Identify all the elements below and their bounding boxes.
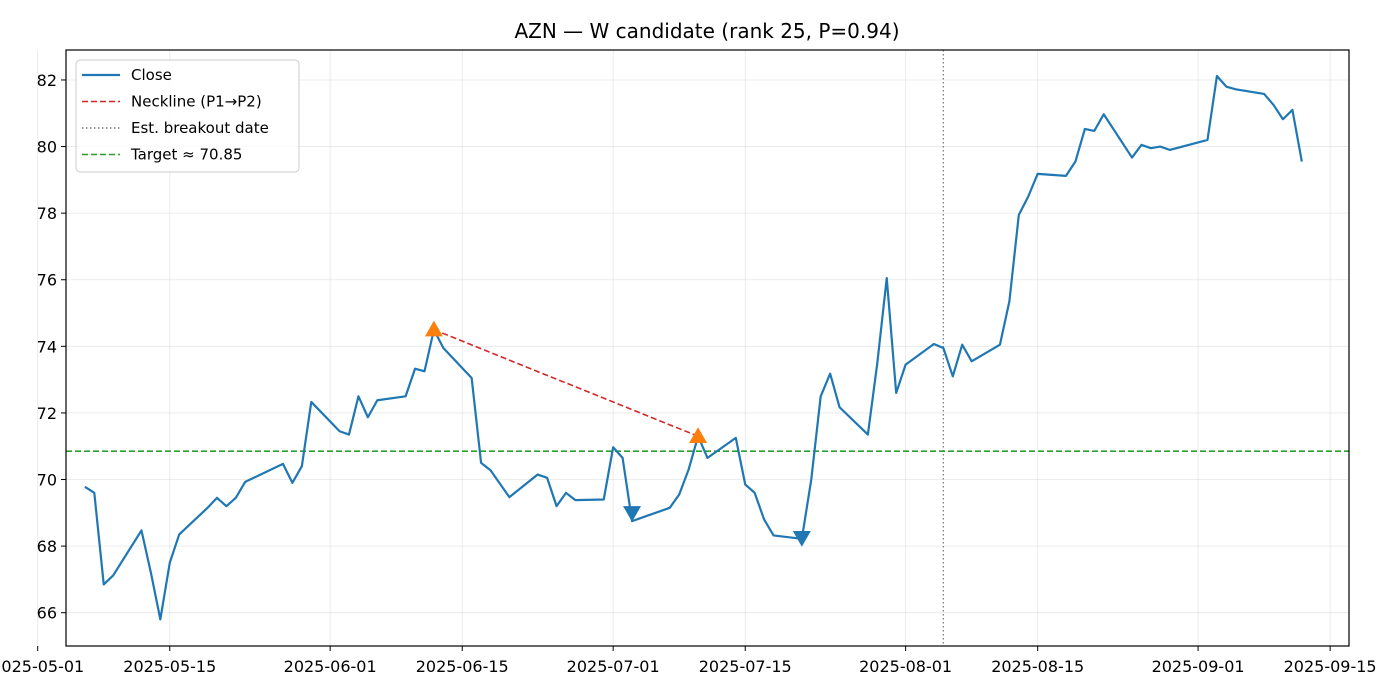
x-tick-label: 2025-06-01 — [284, 657, 377, 676]
x-tick-label: 2025-07-15 — [699, 657, 792, 676]
x-tick-label: 2025-09-15 — [1284, 657, 1377, 676]
peak-marker — [424, 320, 443, 337]
y-tick-label: 68 — [37, 537, 57, 556]
plot-frame — [65, 49, 1350, 647]
neckline-line — [433, 328, 699, 437]
axes: 2025-05-01 2025-05-15 2025-06-01 2025-06-15… — [0, 71, 1377, 676]
chart-title: AZN — W candidate (rank 25, P=0.94) — [514, 19, 899, 43]
y-tick-label: 66 — [37, 604, 57, 623]
close-price-line — [84, 74, 1303, 621]
legend-label: Est. breakout date — [131, 119, 269, 137]
x-tick-label: 2025-05-01 — [0, 657, 84, 676]
x-tick-label: 2025-06-15 — [416, 657, 509, 676]
grid — [37, 50, 1349, 646]
x-tick-label: 2025-08-01 — [859, 657, 952, 676]
series — [84, 74, 1303, 621]
y-tick-label: 74 — [37, 337, 57, 356]
x-tick-label: 2025-09-01 — [1152, 657, 1245, 676]
pattern-markers — [424, 320, 811, 547]
x-tick-label: 2025-05-15 — [123, 657, 216, 676]
y-tick-label: 76 — [37, 271, 57, 290]
legend: Close Neckline (P1→P2) Est. breakout date T… — [75, 59, 300, 173]
x-tick-label: 2025-07-01 — [567, 657, 660, 676]
y-tick-label: 72 — [37, 404, 57, 423]
y-tick-label: 80 — [37, 138, 57, 157]
trough-marker — [792, 531, 811, 547]
y-tick-label: 78 — [37, 204, 57, 223]
legend-box — [75, 59, 300, 173]
legend-label: Target ≈ 70.85 — [130, 146, 242, 164]
x-tick-label: 2025-08-15 — [991, 657, 1084, 676]
y-tick-label: 70 — [37, 471, 57, 490]
legend-label: Close — [131, 66, 172, 84]
y-tick-label: 82 — [37, 71, 57, 90]
legend-label: Neckline (P1→P2) — [131, 93, 262, 111]
peak-marker — [689, 427, 708, 443]
reference-lines — [66, 50, 1349, 646]
trough-marker — [623, 506, 642, 522]
